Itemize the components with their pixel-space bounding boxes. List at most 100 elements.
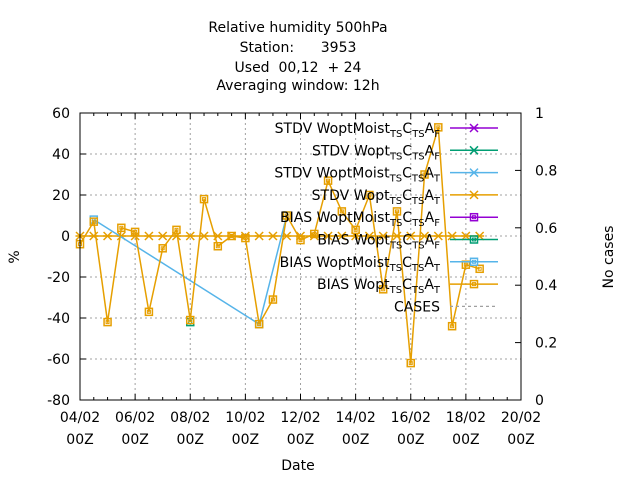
point-marker-square bbox=[186, 315, 195, 325]
legend-entry: BIAS WoptTSCTSAF bbox=[317, 233, 498, 252]
point-marker-square bbox=[351, 225, 360, 235]
marker-square-outer bbox=[337, 207, 347, 216]
y-tick-label: 20 bbox=[52, 188, 70, 204]
point-marker-square bbox=[469, 279, 479, 289]
legend-subscript: TS bbox=[411, 218, 424, 229]
point-marker-star bbox=[199, 231, 209, 241]
legend-label: STDV WoptMoistTSCTSAF bbox=[275, 121, 441, 140]
legend-text: CASES bbox=[394, 299, 440, 315]
marker-square-inner bbox=[422, 172, 427, 177]
legend-text: STDV Wopt bbox=[312, 188, 390, 204]
point-marker-square bbox=[282, 211, 291, 220]
x-tick-label-date: 18/02 bbox=[446, 410, 486, 426]
marker-square-outer bbox=[365, 190, 374, 200]
marker-square-outer bbox=[406, 358, 415, 368]
legend-subscript: TS bbox=[389, 285, 402, 296]
x-tick-label-date: 16/02 bbox=[391, 410, 431, 426]
point-marker-square bbox=[337, 207, 347, 216]
marker-square-inner bbox=[472, 215, 476, 220]
legend-label: BIAS WoptTSCTSAT bbox=[317, 277, 441, 296]
legend-label: STDV WoptTSCTSAT bbox=[312, 188, 441, 207]
legend-subscript: F bbox=[434, 218, 440, 229]
marker-square-inner bbox=[284, 213, 289, 218]
legend-subscript: TS bbox=[411, 241, 424, 252]
legend-label: STDV WoptTSCTSAF bbox=[312, 143, 440, 162]
y2-tick-label: 0.6 bbox=[535, 221, 557, 237]
legend-subscript: TS bbox=[389, 263, 402, 274]
point-marker-square bbox=[199, 194, 209, 204]
marker-square-inner bbox=[339, 209, 344, 214]
marker-square-inner bbox=[472, 259, 476, 264]
x-tick-label-date: 04/02 bbox=[60, 410, 100, 426]
point-marker-star bbox=[144, 231, 154, 241]
legend-entry: STDV WoptTSCTSAF bbox=[312, 143, 498, 162]
point-marker-square bbox=[365, 190, 374, 200]
point-marker-square bbox=[241, 233, 250, 243]
point-marker-star bbox=[254, 231, 264, 241]
legend-subscript: F bbox=[434, 129, 440, 140]
legend-subscript: T bbox=[433, 263, 441, 274]
legend-text: STDV WoptMoist bbox=[274, 166, 390, 182]
legend-text: A bbox=[424, 188, 434, 204]
marker-square-outer bbox=[420, 170, 429, 179]
marker-square-outer bbox=[351, 225, 360, 235]
point-marker-star bbox=[364, 231, 374, 241]
x-axis-label: Date bbox=[281, 458, 314, 474]
point-marker-star bbox=[469, 190, 479, 200]
point-marker-star bbox=[185, 231, 195, 241]
y2-tick-label: 1 bbox=[535, 106, 544, 122]
legend-subscript: TS bbox=[411, 129, 424, 140]
marker-square-inner bbox=[367, 193, 372, 197]
point-marker-star bbox=[447, 231, 457, 241]
point-marker-star bbox=[469, 168, 479, 178]
marker-square-outer bbox=[323, 176, 333, 185]
series-line bbox=[79, 126, 480, 364]
marker-square-inner bbox=[450, 324, 455, 329]
title-line-2: Station: 3953 bbox=[240, 40, 357, 56]
marker-square-inner bbox=[146, 309, 151, 314]
marker-square-inner bbox=[472, 237, 476, 242]
y-tick-label: 60 bbox=[52, 106, 70, 122]
x-tick-label-time: 00Z bbox=[342, 432, 369, 448]
legend-text: C bbox=[402, 210, 412, 226]
marker-square-inner bbox=[215, 244, 220, 249]
x-tick-label-time: 00Z bbox=[287, 432, 314, 448]
legend-text: A bbox=[425, 233, 435, 249]
marker-square-outer bbox=[254, 319, 264, 329]
legend-subscript: T bbox=[433, 285, 441, 296]
x-tick-label-time: 00Z bbox=[232, 432, 259, 448]
marker-square-inner bbox=[326, 178, 331, 183]
point-marker-star bbox=[378, 231, 388, 241]
legend-text: A bbox=[425, 210, 435, 226]
legend-text: BIAS Wopt bbox=[317, 277, 390, 293]
marker-square-outer bbox=[469, 235, 479, 244]
point-marker-square bbox=[392, 207, 402, 216]
point-marker-square bbox=[268, 295, 278, 304]
point-marker-square bbox=[323, 176, 333, 185]
x-axis-ticks: 04/02 00Z 06/02 00Z 08/02 00Z 10/02 00Z 12/02 00Z… bbox=[60, 113, 541, 448]
marker-square-outer bbox=[434, 123, 443, 132]
x-tick-label-date: 20/02 bbox=[501, 410, 541, 426]
legend-subscript: TS bbox=[411, 263, 424, 274]
chart-title: Relative humidity 500hPa Station: 3953 U… bbox=[208, 20, 387, 94]
marker-square-inner bbox=[257, 322, 262, 327]
marker-square-outer bbox=[130, 227, 140, 237]
marker-square-outer bbox=[310, 229, 319, 239]
x-tick-label-time: 00Z bbox=[177, 432, 204, 448]
legend-entry: STDV WoptMoistTSCTSAT bbox=[274, 166, 498, 185]
title-line-4: Averaging window: 12h bbox=[216, 78, 379, 94]
marker-square-inner bbox=[436, 125, 441, 130]
point-marker-square bbox=[144, 307, 154, 317]
marker-square-outer bbox=[213, 242, 223, 251]
legend-subscript: TS bbox=[389, 129, 402, 140]
legend-text: C bbox=[402, 277, 412, 293]
marker-square-outer bbox=[227, 231, 236, 241]
x-tick-label-date: 14/02 bbox=[335, 410, 375, 426]
legend-text: BIAS WoptMoist bbox=[280, 210, 390, 226]
legend-subscript: T bbox=[433, 174, 441, 185]
marker-square-outer bbox=[89, 217, 99, 226]
legend-subscript: F bbox=[434, 241, 440, 252]
marker-square-outer bbox=[172, 225, 181, 235]
marker-square-outer bbox=[469, 257, 479, 267]
